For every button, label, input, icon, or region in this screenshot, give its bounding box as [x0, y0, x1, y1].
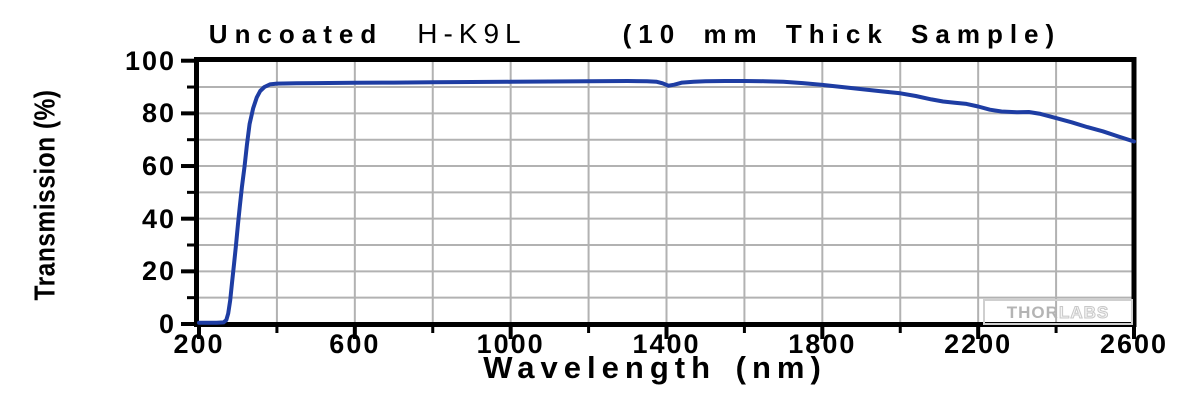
chart-title: Uncoated H-K9L (10 mm Thick Sample) — [140, 18, 1130, 50]
x-tick-label: 200 — [173, 329, 225, 359]
transmission-curve — [197, 79, 1136, 325]
x-tick-label: 600 — [329, 329, 381, 359]
thorlabs-watermark-thor: THOR — [1006, 302, 1059, 322]
y-tick-label: 40 — [141, 203, 176, 234]
y-tick-label: 0 — [158, 309, 176, 339]
chart-title-material: H-K9L — [417, 18, 527, 49]
thorlabs-watermark: THOR LABS — [983, 299, 1133, 325]
x-tick-label: 2600 — [1099, 329, 1169, 359]
y-axis-label: Transmission (%) — [29, 89, 62, 301]
x-axis-label: Wavelength (nm) — [483, 350, 827, 385]
y-tick-label: 20 — [141, 256, 176, 287]
plot-border — [194, 57, 1137, 327]
x-tick-label: 1000 — [476, 329, 545, 359]
y-tick-label: 100 — [124, 45, 176, 76]
chart-title-thickness: (10 mm Thick Sample) — [622, 19, 1062, 49]
thorlabs-watermark-labs: LABS — [1058, 302, 1110, 322]
x-tick-label: 1400 — [632, 329, 701, 359]
x-tick-label: 2200 — [944, 329, 1013, 359]
y-tick-label: 60 — [141, 151, 176, 182]
chart-title-uncoated: Uncoated — [208, 19, 384, 49]
y-tick-label: 80 — [141, 98, 176, 129]
x-tick-label: 1800 — [788, 329, 857, 359]
